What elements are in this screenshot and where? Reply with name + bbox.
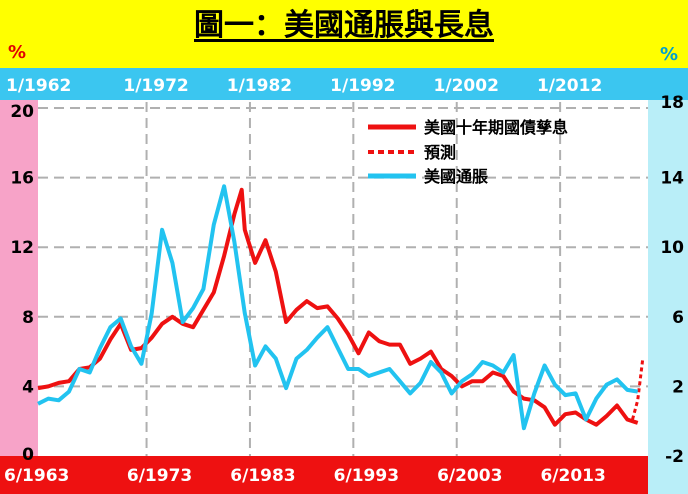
tick-labels: 1/1962 1/1972 1/1982 1/1992 1/2002 1/2012 6/19… <box>4 76 684 486</box>
top-x-tick-label: 1/1992 <box>330 76 395 96</box>
left-y-tick-label: 16 <box>10 169 34 189</box>
left-y-tick-label: 0 <box>22 445 34 465</box>
right-axis-band <box>648 100 688 494</box>
legend-yield-label: 美國十年期國債孳息 <box>424 118 568 137</box>
right-y-tick-label: 10 <box>660 238 684 258</box>
series-lines <box>37 184 645 431</box>
bottom-x-tick-label: 6/1973 <box>127 466 192 486</box>
top-x-tick-label: 1/1982 <box>227 76 292 96</box>
left-axis-unit: % <box>8 42 27 63</box>
top-x-tick-label: 1/1972 <box>123 76 188 96</box>
chart-title: 圖一：美國通脹與長息 <box>194 8 494 43</box>
bottom-x-tick-label: 6/1983 <box>230 466 295 486</box>
bottom-x-tick-label: 6/1963 <box>4 466 69 486</box>
plot-area <box>38 100 648 456</box>
top-x-tick-label: 1/2002 <box>434 76 499 96</box>
left-y-tick-label: 8 <box>22 308 34 328</box>
right-y-tick-label: 6 <box>672 308 684 328</box>
bottom-x-tick-label: 6/2003 <box>437 466 502 486</box>
left-y-tick-label: 12 <box>10 238 34 258</box>
left-y-tick-label: 4 <box>22 377 34 397</box>
left-y-tick-label: 20 <box>10 102 34 122</box>
gridlines <box>38 102 648 456</box>
bottom-x-tick-label: 6/2013 <box>540 466 605 486</box>
top-x-tick-label: 1/2012 <box>537 76 602 96</box>
series-yield-line <box>37 187 639 427</box>
series-inflation-line <box>37 184 639 431</box>
left-axis-band <box>0 100 38 456</box>
bottom-axis-band <box>0 456 648 494</box>
right-y-tick-label: 14 <box>660 169 684 189</box>
right-y-tick-label: -2 <box>665 447 684 467</box>
right-y-tick-label: 2 <box>672 377 684 397</box>
bottom-x-tick-label: 6/1993 <box>334 466 399 486</box>
right-y-tick-label: 18 <box>660 93 684 113</box>
legend-forecast-label: 預測 <box>424 143 456 162</box>
top-x-tick-label: 1/1962 <box>6 76 71 96</box>
top-axis-band <box>0 68 688 100</box>
right-axis-unit: % <box>660 44 679 65</box>
legend-inflation-label: 美國通脹 <box>424 167 488 186</box>
